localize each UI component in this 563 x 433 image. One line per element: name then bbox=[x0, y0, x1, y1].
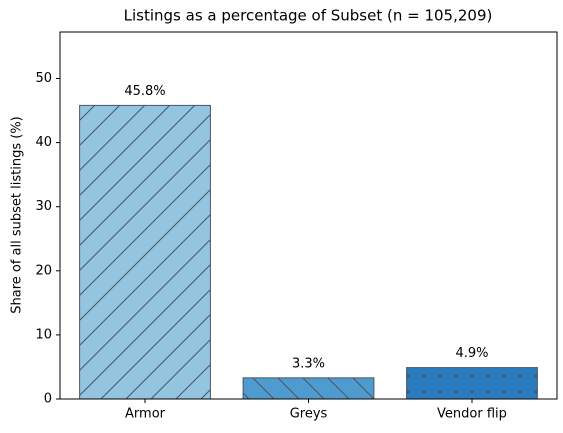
value-label: 45.8% bbox=[124, 84, 165, 99]
y-tick-label: 40 bbox=[35, 135, 52, 150]
y-tick-label: 30 bbox=[35, 199, 52, 214]
value-label: 3.3% bbox=[292, 356, 325, 371]
plot-frame bbox=[59, 31, 558, 400]
x-tick-label: Greys bbox=[290, 407, 328, 422]
value-label: 4.9% bbox=[455, 346, 488, 361]
bar bbox=[79, 104, 211, 400]
y-tick-label: 0 bbox=[44, 392, 52, 407]
x-tick-label: Vendor flip bbox=[437, 407, 507, 422]
y-tick-label: 20 bbox=[35, 263, 52, 278]
x-tick-label: Armor bbox=[125, 407, 166, 422]
y-tick-label: 50 bbox=[35, 71, 52, 86]
chart-title: Listings as a percentage of Subset (n = … bbox=[124, 7, 493, 25]
bar bbox=[406, 367, 538, 400]
y-tick-label: 10 bbox=[35, 327, 52, 342]
y-axis-label: Share of all subset listings (%) bbox=[10, 116, 25, 314]
bar bbox=[242, 377, 375, 400]
